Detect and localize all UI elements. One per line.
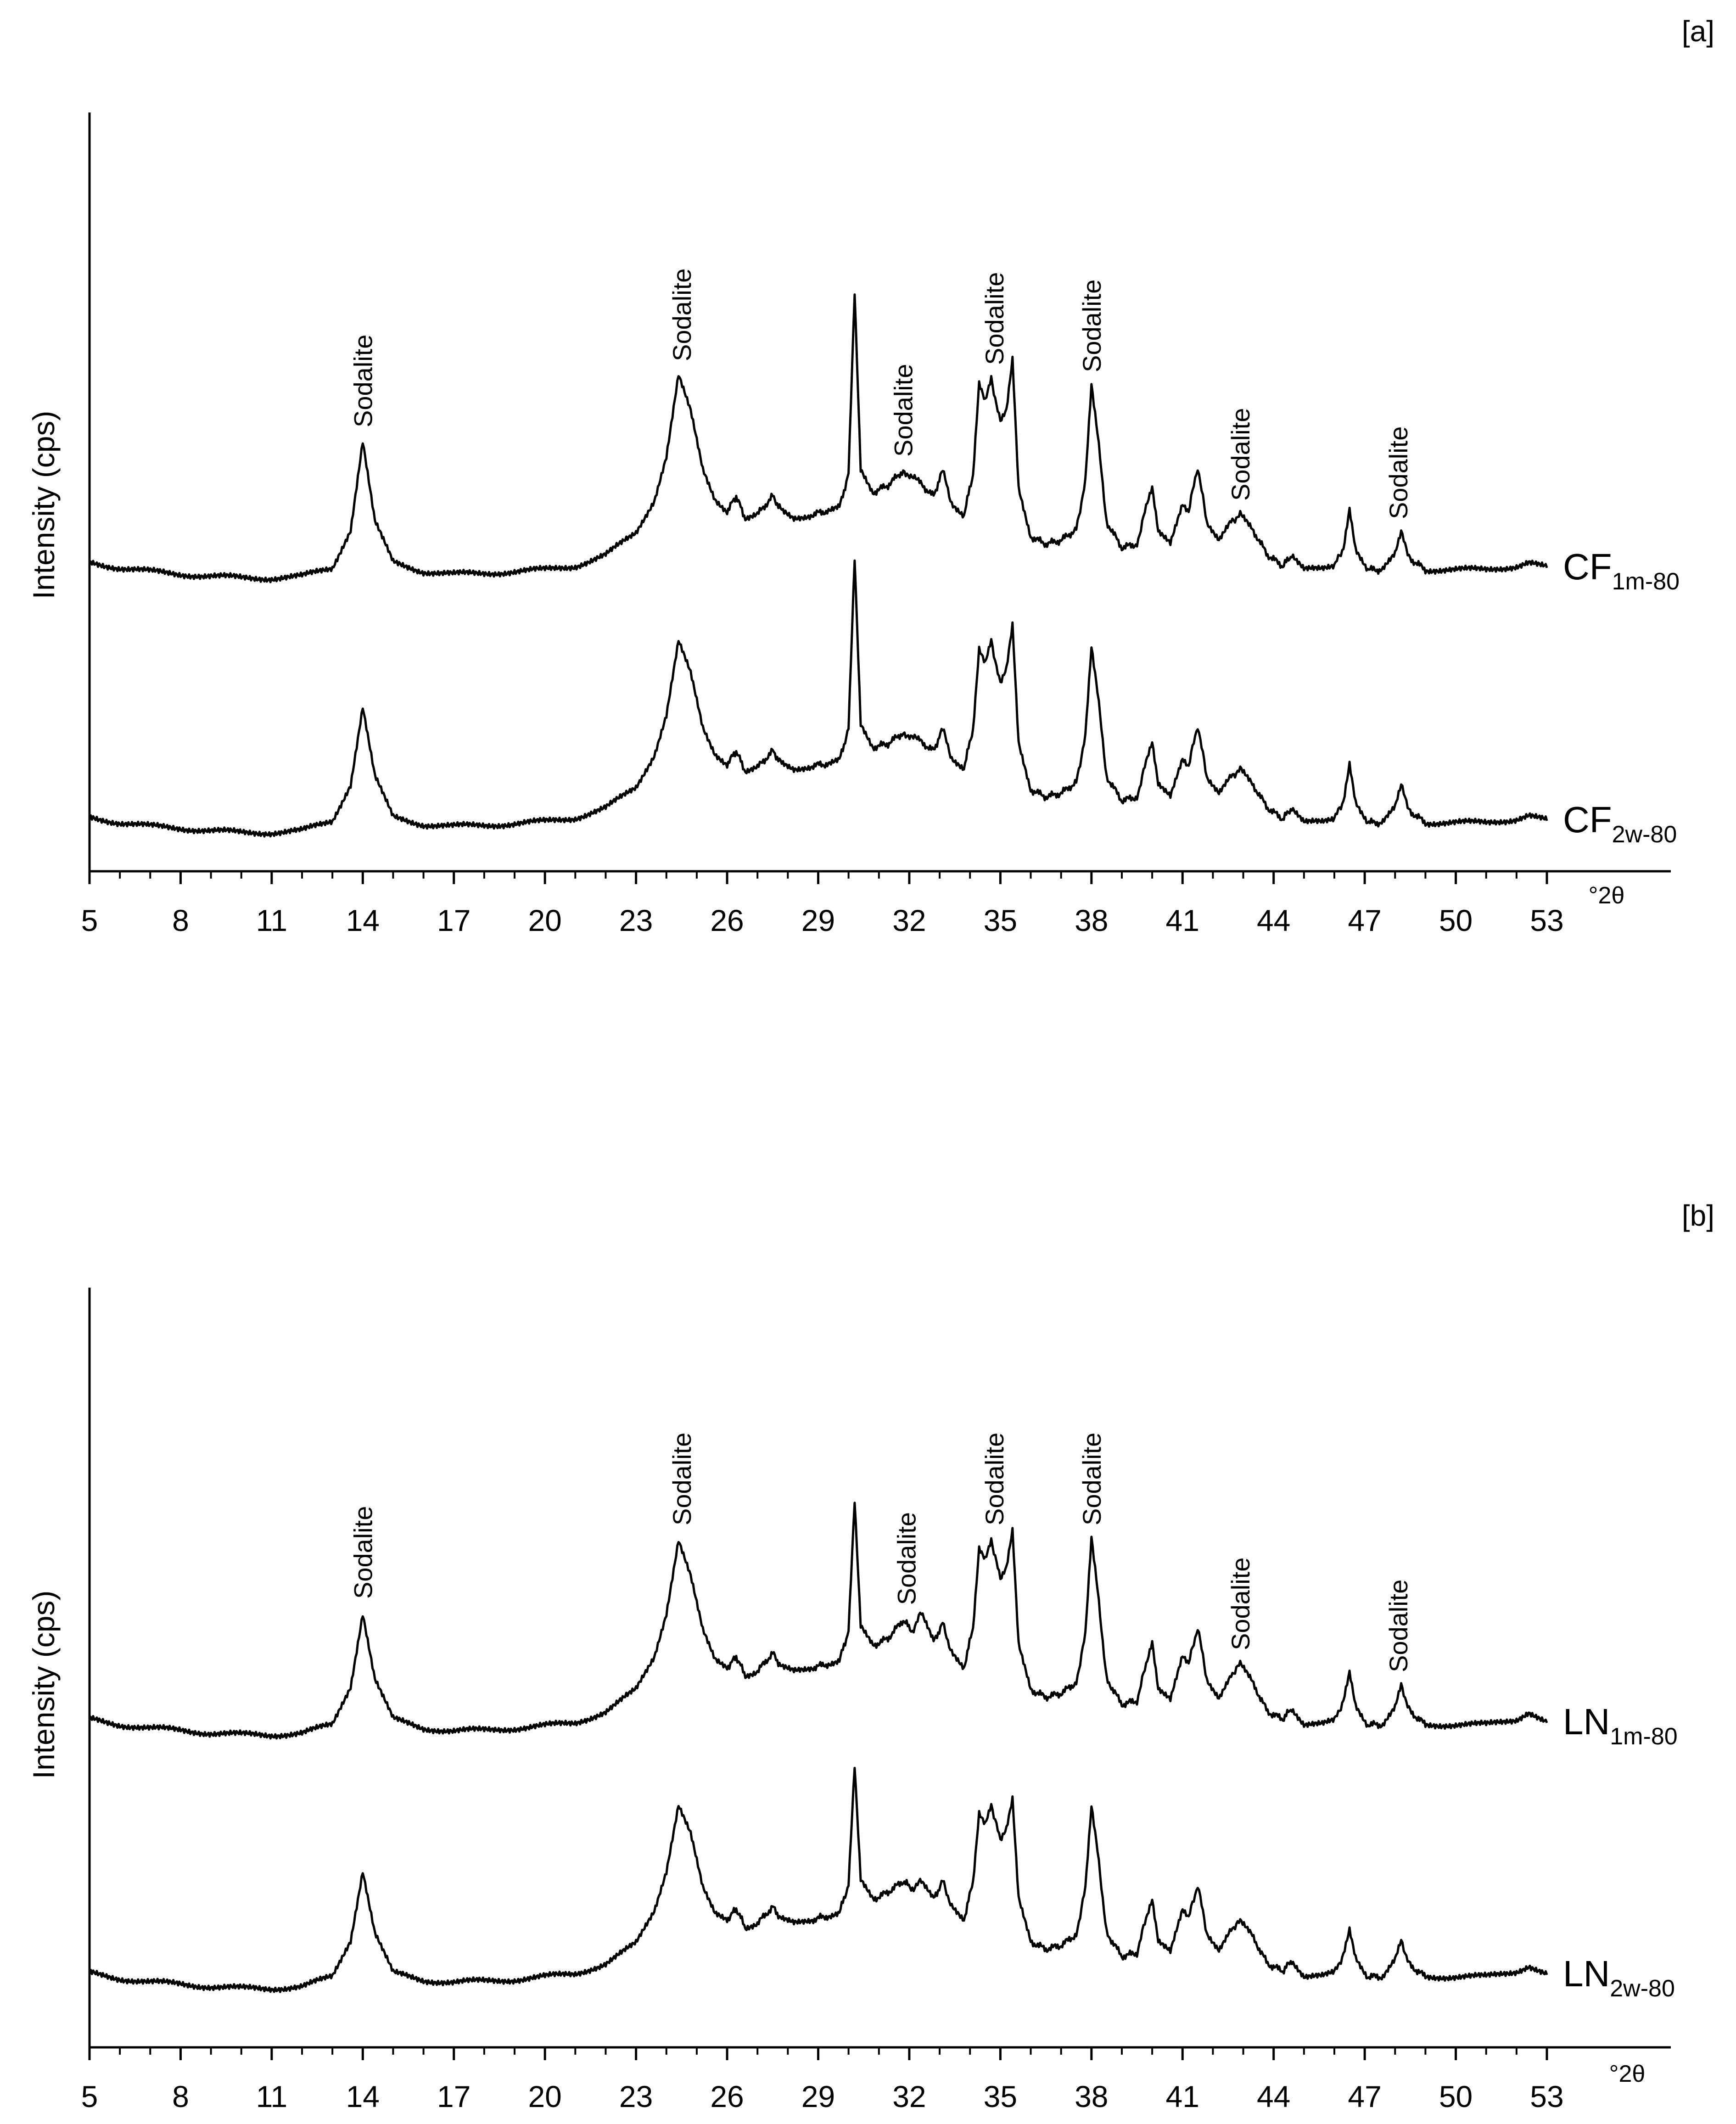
series-label: CF1m-80	[1563, 546, 1680, 595]
x-tick-label: 38	[1075, 903, 1108, 937]
x-tick-label: 53	[1530, 903, 1563, 937]
x-tick-label: 23	[619, 903, 653, 937]
peak-label: Sodalite	[1077, 1433, 1106, 1525]
x-tick-label: 38	[1075, 2079, 1108, 2113]
x-tick-label: 50	[1439, 2079, 1473, 2113]
peak-label: Sodalite	[348, 1506, 377, 1599]
x-tick-label: 35	[984, 903, 1017, 937]
peak-label: Sodalite	[1226, 1558, 1255, 1650]
x-tick-label: 8	[172, 903, 189, 937]
series-label: CF2w-80	[1563, 799, 1677, 848]
series-trace-ln-2w-80	[89, 1766, 1548, 1993]
x-tick-label: 32	[892, 2079, 926, 2113]
series-label: LN2w-80	[1563, 1953, 1675, 2002]
x-tick-label: 14	[346, 2079, 380, 2113]
y-axis-label: Intensity (cps)	[27, 411, 61, 600]
peak-label: Sodalite	[892, 1512, 921, 1605]
x-tick-label: 32	[892, 903, 926, 937]
chart-panel-a: [a] Intensity (cps) 5 8 11 14 17 20 23 26 29 32 35 38…	[27, 15, 1714, 937]
peak-label: Sodalite	[667, 269, 696, 361]
x-tick-label: 11	[256, 903, 288, 937]
series-trace-ln-1m-80	[89, 1502, 1548, 1740]
x-tick-label: 20	[528, 903, 561, 937]
peak-label: Sodalite	[1226, 408, 1255, 501]
peak-label: Sodalite	[980, 272, 1009, 365]
x-tick-label: 26	[710, 903, 744, 937]
x-tick-label: 50	[1439, 903, 1473, 937]
panel-tag: [a]	[1682, 15, 1714, 48]
x-tick-label: 44	[1257, 903, 1290, 937]
series-trace-cf-1m-80	[89, 293, 1548, 583]
x-tick-label: 53	[1530, 2079, 1563, 2113]
series-label: LN1m-80	[1563, 1701, 1678, 1750]
x-tick-label: 11	[256, 2079, 288, 2113]
x-unit-label: °2θ	[1589, 882, 1625, 909]
x-tick-label: 17	[437, 903, 470, 937]
x-tick-label: 20	[528, 2079, 561, 2113]
x-tick-label: 29	[801, 903, 835, 937]
x-unit-label: °2θ	[1609, 2061, 1646, 2087]
x-tick-label: 8	[172, 2079, 189, 2113]
x-tick-label: 26	[710, 2079, 744, 2113]
x-tick-label: 5	[81, 2079, 98, 2113]
x-tick-label: 44	[1257, 2079, 1290, 2113]
x-tick-label: 14	[346, 903, 380, 937]
y-axis-label: Intensity (cps)	[27, 1591, 61, 1779]
x-tick-label: 47	[1348, 2079, 1381, 2113]
x-tick-label: 17	[437, 2079, 470, 2113]
peak-label: Sodalite	[1384, 426, 1413, 519]
peak-label: Sodalite	[889, 364, 918, 457]
x-tick-label: 23	[619, 2079, 653, 2113]
peak-label: Sodalite	[348, 335, 377, 427]
x-tick-label: 29	[801, 2079, 835, 2113]
x-tick-label: 5	[81, 903, 98, 937]
panel-tag: [b]	[1682, 1199, 1714, 1232]
x-tick-label: 41	[1166, 2079, 1199, 2113]
peak-label: Sodalite	[667, 1433, 696, 1525]
x-tick-label: 35	[984, 2079, 1017, 2113]
x-tick-label: 47	[1348, 903, 1381, 937]
series-trace-cf-2w-80	[89, 559, 1548, 838]
peak-label: Sodalite	[1384, 1580, 1413, 1672]
x-tick-label: 41	[1166, 903, 1199, 937]
peak-label: Sodalite	[980, 1433, 1009, 1525]
peak-label: Sodalite	[1077, 280, 1106, 372]
chart-panel-b: [b] Intensity (cps) 5 8 11 14 17 20 23 26 29 32 35 38…	[27, 1199, 1714, 2113]
